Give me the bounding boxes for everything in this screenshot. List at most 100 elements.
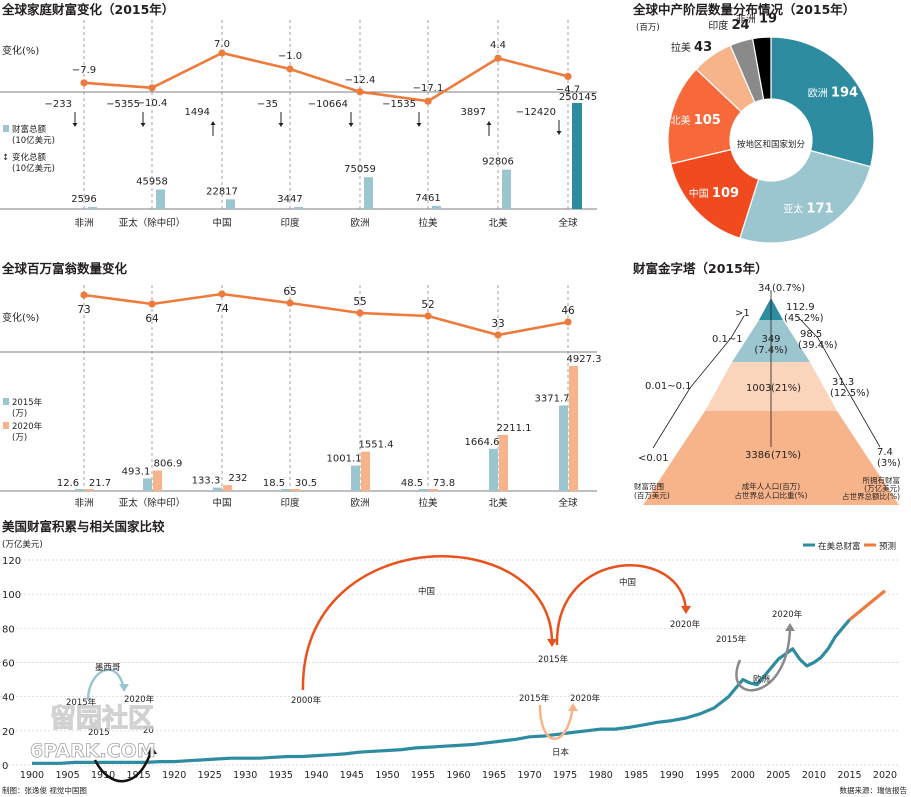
us-xtick-label: 1935 <box>269 770 293 781</box>
us-xtick-label: 1900 <box>20 770 44 781</box>
hw-wealth-label: 250145 <box>559 92 597 103</box>
us-xtick-label: 2005 <box>766 770 790 781</box>
mil-bar <box>153 470 162 491</box>
middle-class-panel: 全球中产阶层数量分布情况（2015年） (百万) 欧洲 194 亚太 171 中国 … <box>632 2 875 244</box>
hw-change-point <box>494 54 502 62</box>
millionaires-panel: 全球百万富翁数量变化 变化(%) 2015年 (万) 2020年 (万) 非洲 亚… <box>0 261 602 509</box>
hw-category-label: 全球 <box>558 217 578 229</box>
mil-bar-label: 1551.4 <box>359 440 394 451</box>
legend-2020-unit: (万) <box>12 433 27 443</box>
legend-change: 变化总额 <box>12 152 47 163</box>
us-xtick-label: 1955 <box>411 770 435 781</box>
mil-bar <box>429 489 438 491</box>
us-xtick-label: 1990 <box>660 770 684 781</box>
legend-total-unit: (10亿美元) <box>12 135 55 146</box>
us-ytick-label: 100 <box>2 590 21 601</box>
pie-slice-label: 欧洲 194 <box>808 86 858 101</box>
us-xtick-label: 2020 <box>873 770 897 781</box>
mil-category-label: 中国 <box>212 497 231 509</box>
pyr-inner-0-pct: (0.7%) <box>772 283 805 294</box>
household-wealth-marks: 非洲 亚太（除中印） 中国 印度 欧洲 拉美 北美 全球 −7.9 −10.4 7.0 −1.0 −12… <box>45 20 597 229</box>
pyramid-right-leader <box>796 315 881 448</box>
hw-change-label: 7.0 <box>214 39 230 50</box>
us-xtick-label: 1995 <box>695 770 719 781</box>
mil-change-point <box>286 299 294 307</box>
mil-bar-label: 1664.6 <box>465 437 500 448</box>
hw-change-label: −10.4 <box>137 98 168 109</box>
pyr-left-3: <0.01 <box>638 453 669 464</box>
hw-wealth-bar <box>88 207 97 209</box>
footer-source: 数据来源：瑞信报告 <box>840 785 908 795</box>
hw-change-point <box>80 79 88 87</box>
hw-change-label: −7.9 <box>72 65 96 76</box>
hw-category-label: 非洲 <box>74 217 93 229</box>
pie-slice <box>770 36 875 168</box>
mil-bar-label: 21.7 <box>89 478 111 489</box>
pyr-right-1-pct: (39.4%) <box>798 340 838 351</box>
hw-wealth-bar <box>502 169 511 209</box>
us-xtick-label: 2010 <box>802 770 826 781</box>
mil-change-label: 65 <box>283 286 296 298</box>
mil-bar <box>499 434 508 491</box>
mil-change-label: 46 <box>561 305 575 317</box>
mil-bar <box>489 448 498 491</box>
ann-mexico: 墨西哥 <box>95 663 121 673</box>
pyr-inner-2-val: 1003 <box>746 383 771 394</box>
mil-bar-label: 18.5 <box>263 478 285 489</box>
mil-bar <box>559 405 568 491</box>
us-wealth-ylabel: (万亿美元) <box>2 539 43 550</box>
millionaires-line-label: 变化(%) <box>2 311 39 324</box>
us-wealth-panel: 美国财富积累与相关国家比较 (万亿美元) 在美总财富 预测 0 20 40 60 80 1… <box>0 519 900 783</box>
pyr-right-0-val: 112.9 <box>786 302 815 313</box>
mil-bar <box>223 485 232 491</box>
hw-change-arrow-head <box>210 121 216 125</box>
hw-change-label: −17.1 <box>413 83 444 94</box>
millionaires-title: 全球百万富翁数量变化 <box>1 261 128 276</box>
mil-bar-label: 232 <box>228 473 247 484</box>
pyr-right-3-val: 7.4 <box>877 447 893 458</box>
hw-change-point <box>148 84 156 92</box>
middle-class-title: 全球中产阶层数量分布情况（2015年） <box>632 2 855 17</box>
mil-bar <box>291 489 300 491</box>
legend-2020-swatch <box>3 422 9 429</box>
mil-change-point <box>494 331 502 339</box>
pyr-right-2-val: 31.3 <box>832 377 854 388</box>
pyr-inner-0-val: 34 <box>758 283 771 294</box>
hw-change-total-label: −12420 <box>516 107 556 118</box>
hw-change-point <box>564 72 572 80</box>
mil-bar-label: 12.6 <box>57 478 79 489</box>
china-arc-1 <box>301 554 554 691</box>
us-xtick-label: 2015 <box>837 770 861 781</box>
mexico-arc <box>86 668 126 701</box>
pyr-inner-3-pct: (71%) <box>771 450 801 461</box>
ann-black-20: 20 <box>143 726 154 736</box>
mil-change-label: 52 <box>421 299 434 311</box>
mil-change-point <box>218 290 226 298</box>
mil-bar-label: 48.5 <box>401 478 423 489</box>
mil-change-label: 74 <box>215 303 229 315</box>
pyr-inner-3-val: 3386 <box>745 450 770 461</box>
hw-change-arrow-head <box>556 131 562 135</box>
us-forecast-line <box>848 589 887 622</box>
legend-2015-unit: (万) <box>12 409 27 419</box>
legend-2020: 2020年 <box>12 421 43 432</box>
pie-center-label: 按地区和国家划分 <box>737 139 806 150</box>
legend-total-swatch <box>3 125 9 132</box>
hw-wealth-label: 22817 <box>206 186 238 197</box>
mil-bar <box>213 487 222 491</box>
pyramid-panel: 财富金字塔（2015年） >1 0.1~1 0.01~0.1 <0.01 34 … <box>632 261 901 505</box>
mil-category-label: 全球 <box>558 497 578 509</box>
pyr-footer-left-1: (百万美元) <box>634 490 670 500</box>
footer-credit: 制图：张逸俊 视觉中国图 <box>2 785 87 795</box>
mil-bar <box>143 478 152 491</box>
us-ytick-label: 80 <box>2 624 15 635</box>
us-xtick-label: 1950 <box>375 770 399 781</box>
hw-wealth-label: 92806 <box>482 157 514 168</box>
hw-change-total-label: 1494 <box>185 107 210 118</box>
hw-wealth-bar <box>572 103 582 209</box>
hw-change-total-label: 3897 <box>461 107 486 118</box>
hw-wealth-label: 3447 <box>277 194 302 205</box>
legend-us: 在美总财富 <box>818 541 861 552</box>
legend-forecast: 预测 <box>879 541 896 552</box>
china-arc-2 <box>555 564 688 646</box>
